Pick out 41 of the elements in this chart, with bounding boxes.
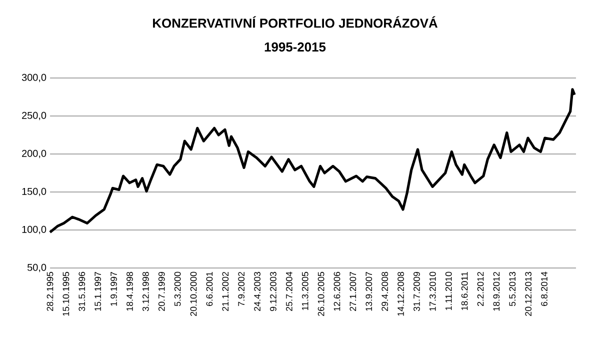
x-tick-label: 18.4.1998 bbox=[126, 272, 133, 311]
y-tick-label: 200,0 bbox=[22, 150, 46, 158]
x-tick-label: 20.7.1999 bbox=[158, 272, 165, 311]
x-tick-label: 9.12.2003 bbox=[270, 272, 276, 311]
y-tick-label: 150,0 bbox=[22, 188, 46, 196]
x-tick-label: 3.12.1998 bbox=[142, 272, 149, 312]
x-tick-label: 5.5.2013 bbox=[509, 272, 516, 306]
x-tick-label: 2.2.2012 bbox=[477, 272, 484, 306]
x-tick-label: 1.9.1997 bbox=[110, 272, 117, 306]
x-tick-label: 25.7.2004 bbox=[286, 272, 292, 311]
line-series bbox=[48, 88, 576, 234]
chart-subtitle: 1995-2015 bbox=[264, 42, 326, 52]
x-tick-label: 6.6.2001 bbox=[206, 272, 213, 306]
x-tick-label: 18.6.2011 bbox=[461, 272, 468, 310]
x-tick-label: 11.3.2005 bbox=[302, 272, 308, 310]
x-tick-label: 31.5.1996 bbox=[78, 272, 86, 312]
y-tick-label: 100,0 bbox=[22, 226, 46, 234]
x-tick-label: 7.9.2002 bbox=[238, 272, 245, 306]
x-tick-label: 12.6.2006 bbox=[334, 272, 340, 311]
y-tick-label: 300,0 bbox=[22, 74, 46, 82]
x-tick-label: 27.1.2007 bbox=[350, 272, 356, 311]
x-tick-label: 21.1.2002 bbox=[222, 272, 229, 311]
x-tick-label: 15.10.1995 bbox=[62, 272, 70, 316]
y-tick-label: 250,0 bbox=[22, 112, 46, 120]
x-tick-label: 15.1.1997 bbox=[94, 272, 102, 311]
x-tick-label: 24.4.2003 bbox=[254, 272, 260, 311]
x-tick-label: 20.12.2013 bbox=[525, 272, 532, 316]
x-tick-label: 17.3.2010 bbox=[429, 272, 436, 311]
x-tick-label: 26.10.2005 bbox=[318, 272, 324, 316]
x-tick-label: 18.9.2012 bbox=[493, 272, 500, 311]
x-tick-label: 1.11.2010 bbox=[445, 272, 452, 310]
x-tick-label: 31.7.2009 bbox=[414, 272, 420, 312]
x-tick-label: 20.10.2000 bbox=[190, 272, 197, 316]
x-tick-label: 28.2.1995 bbox=[46, 272, 54, 311]
x-tick-label: 6.8.2014 bbox=[541, 272, 548, 306]
y-tick-label: 50,0 bbox=[28, 264, 46, 272]
x-tick-label: 14.12.2008 bbox=[398, 272, 404, 316]
x-tick-label: 5.3.2000 bbox=[174, 272, 181, 306]
x-tick-label: 13.9.2007 bbox=[366, 272, 372, 311]
chart-title: KONZERVATIVNÍ PORTFOLIO JEDNORÁZOVÁ bbox=[153, 16, 438, 28]
x-tick-label: 29.4.2008 bbox=[382, 272, 388, 311]
